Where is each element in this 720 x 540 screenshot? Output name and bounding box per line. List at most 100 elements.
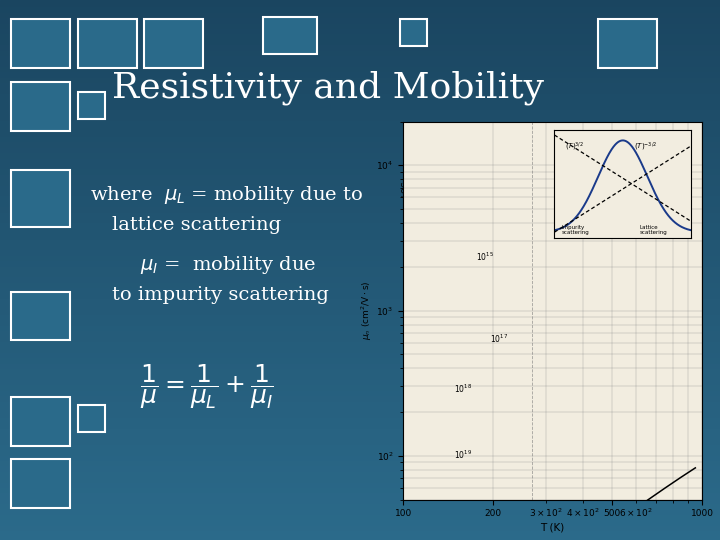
Bar: [0, 216, 720, 221]
Bar: [0, 270, 720, 275]
Bar: [11, 170, 70, 227]
Bar: [0, 232, 720, 238]
Bar: [144, 19, 203, 68]
Bar: [0, 5, 720, 11]
Bar: [0, 313, 720, 319]
Bar: [0, 221, 720, 227]
Bar: [0, 367, 720, 373]
Text: $(T)^{-3/2}$: $(T)^{-3/2}$: [634, 141, 657, 153]
Bar: [0, 416, 720, 421]
Bar: [0, 11, 720, 16]
Bar: [0, 92, 720, 97]
Bar: [400, 19, 427, 46]
Bar: [0, 486, 720, 491]
Bar: [0, 518, 720, 524]
Bar: [0, 319, 720, 324]
Bar: [0, 103, 720, 108]
Bar: [11, 397, 70, 445]
Bar: [0, 16, 720, 22]
Bar: [0, 427, 720, 432]
Bar: [0, 140, 720, 146]
Text: LOG $\mu_c$: LOG $\mu_c$: [400, 170, 413, 198]
Bar: [0, 146, 720, 151]
Bar: [0, 27, 720, 32]
Bar: [0, 76, 720, 81]
Bar: [0, 400, 720, 405]
Bar: [0, 340, 720, 346]
Bar: [0, 292, 720, 297]
Bar: [0, 43, 720, 49]
Bar: [0, 157, 720, 162]
Bar: [0, 373, 720, 378]
Bar: [0, 265, 720, 270]
Bar: [0, 135, 720, 140]
Bar: [0, 470, 720, 475]
Bar: [0, 443, 720, 448]
Bar: [0, 513, 720, 518]
X-axis label: T (K): T (K): [541, 522, 564, 532]
Bar: [0, 356, 720, 362]
Bar: [0, 454, 720, 459]
Bar: [0, 70, 720, 76]
Text: LOG T: LOG T: [611, 251, 634, 260]
Bar: [0, 65, 720, 70]
Y-axis label: $\mu_n\ (\mathrm{cm^2/V \cdot s})$: $\mu_n\ (\mathrm{cm^2/V \cdot s})$: [359, 281, 374, 340]
Text: Impurity
scattering: Impurity scattering: [562, 225, 589, 235]
Bar: [0, 389, 720, 394]
Bar: [0, 421, 720, 427]
Bar: [0, 481, 720, 486]
Bar: [0, 189, 720, 194]
Bar: [0, 205, 720, 211]
Bar: [0, 194, 720, 200]
Bar: [0, 410, 720, 416]
Bar: [0, 97, 720, 103]
Text: Lattice
scattering: Lattice scattering: [639, 225, 667, 235]
Text: to impurity scattering: to impurity scattering: [112, 286, 328, 304]
Text: where  $\mu_L$ = mobility due to: where $\mu_L$ = mobility due to: [90, 184, 363, 206]
Bar: [0, 0, 720, 5]
Text: $(T)^{3/2}$: $(T)^{3/2}$: [565, 141, 585, 153]
Bar: [0, 243, 720, 248]
Bar: [0, 167, 720, 173]
Bar: [0, 130, 720, 135]
Bar: [0, 378, 720, 383]
Bar: [0, 535, 720, 540]
Bar: [0, 59, 720, 65]
Bar: [0, 184, 720, 189]
Bar: [0, 475, 720, 481]
Bar: [0, 119, 720, 124]
Bar: [0, 324, 720, 329]
Bar: [0, 432, 720, 437]
Bar: [0, 38, 720, 43]
Bar: [11, 292, 70, 340]
Bar: [0, 346, 720, 351]
Bar: [11, 459, 70, 508]
Bar: [598, 19, 657, 68]
Bar: [78, 19, 137, 68]
Bar: [0, 281, 720, 286]
Bar: [0, 108, 720, 113]
Text: $10^{19}$: $10^{19}$: [454, 449, 472, 461]
Text: $10^{15}$: $10^{15}$: [476, 251, 494, 263]
Text: $\dfrac{1}{\mu} = \dfrac{1}{\mu_L} + \dfrac{1}{\mu_I}$: $\dfrac{1}{\mu} = \dfrac{1}{\mu_L} + \df…: [140, 362, 274, 410]
Bar: [0, 227, 720, 232]
Bar: [0, 259, 720, 265]
Bar: [0, 113, 720, 119]
Bar: [78, 92, 105, 119]
Bar: [0, 275, 720, 281]
Bar: [0, 211, 720, 216]
Bar: [0, 405, 720, 410]
Bar: [0, 351, 720, 356]
Text: $10^{17}$: $10^{17}$: [490, 332, 508, 345]
Bar: [0, 394, 720, 400]
Text: Resistivity and Mobility: Resistivity and Mobility: [112, 70, 544, 105]
Bar: [0, 238, 720, 243]
Bar: [0, 329, 720, 335]
Bar: [0, 362, 720, 367]
Bar: [0, 254, 720, 259]
Bar: [0, 459, 720, 464]
Bar: [0, 173, 720, 178]
Text: $10^{18}$: $10^{18}$: [454, 383, 472, 395]
Bar: [0, 383, 720, 389]
Bar: [0, 54, 720, 59]
